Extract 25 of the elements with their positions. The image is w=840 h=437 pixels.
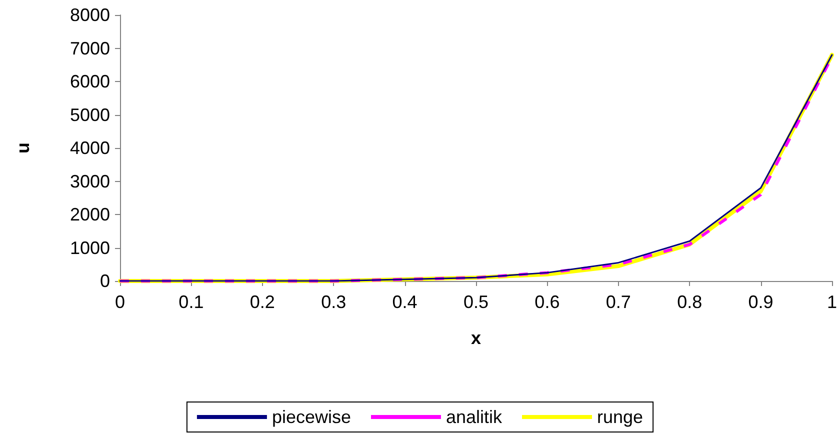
legend-label: runge (597, 407, 644, 427)
y-tick-label: 4000 (70, 138, 110, 158)
x-tick-label: 0 (114, 292, 126, 312)
x-tick-label: 0.1 (178, 292, 204, 312)
y-tick-label: 6000 (70, 72, 110, 92)
x-tick-label: 0.8 (677, 292, 702, 312)
y-tick-label: 2000 (70, 204, 110, 224)
x-tick-label: 0.6 (534, 292, 560, 312)
x-tick-label: 0.4 (392, 292, 418, 312)
x-tick-label: 0.2 (250, 292, 275, 312)
x-tick-label: 1 (826, 292, 837, 312)
y-tick-label: 5000 (70, 104, 110, 125)
legend-label: piecewise (272, 407, 351, 427)
x-axis-title: x (470, 328, 482, 348)
legend-label: analitik (446, 407, 504, 427)
y-tick-label: 1000 (70, 238, 110, 258)
y-tick-label: 7000 (70, 38, 110, 58)
x-tick-label: 0.9 (748, 292, 774, 312)
y-tick-label: 3000 (70, 171, 110, 192)
y-tick-label: 0 (100, 271, 110, 291)
x-tick-label: 0.3 (321, 292, 346, 312)
x-tick-label: 0.5 (463, 292, 489, 312)
y-tick-label: 8000 (70, 5, 110, 25)
x-tick-label: 0.7 (606, 292, 631, 312)
y-axis-title: u (13, 142, 33, 154)
